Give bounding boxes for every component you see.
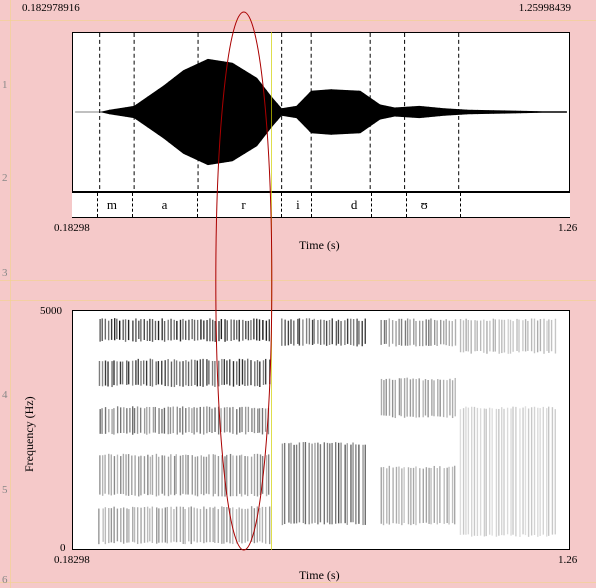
wave-x-end: 1.26 <box>558 222 577 234</box>
spec-x-start: 0.18298 <box>54 554 90 566</box>
spec-y-min: 0 <box>60 542 66 554</box>
phoneme-label: ʊ <box>421 197 428 213</box>
spec-x-title: Time (s) <box>299 568 340 583</box>
phoneme-label: i <box>296 197 300 213</box>
waveform-panel <box>72 32 570 192</box>
phoneme-divider <box>460 193 461 217</box>
spec-y-max: 5000 <box>40 305 62 317</box>
cursor-line <box>271 32 272 550</box>
grid-hline <box>0 300 596 301</box>
waveform-svg <box>73 33 569 191</box>
phoneme-label: d <box>351 197 358 213</box>
side-tick: 3 <box>2 267 8 279</box>
side-tick: 6 <box>2 574 8 586</box>
phoneme-divider <box>97 193 98 217</box>
wave-x-title: Time (s) <box>299 238 340 253</box>
side-tick: 4 <box>2 389 8 401</box>
side-tick: 5 <box>2 484 8 496</box>
time-end-label: 1.25998439 <box>519 2 571 14</box>
phoneme-label: m <box>107 197 117 213</box>
wave-x-start: 0.18298 <box>54 222 90 234</box>
side-tick: 2 <box>2 172 8 184</box>
phoneme-divider <box>406 193 407 217</box>
spectrogram-svg <box>73 311 569 549</box>
grid-hline <box>0 280 596 281</box>
spec-y-title: Frequency (Hz) <box>22 396 37 472</box>
phoneme-divider <box>311 193 312 217</box>
phoneme-row: maridʊ <box>72 192 570 218</box>
phoneme-divider <box>281 193 282 217</box>
grid-vline <box>10 0 11 588</box>
phoneme-divider <box>371 193 372 217</box>
spec-x-end: 1.26 <box>558 554 577 566</box>
phoneme-divider <box>132 193 133 217</box>
side-tick: 1 <box>2 79 8 91</box>
grid-hline <box>0 20 596 21</box>
grid-hline <box>0 582 596 583</box>
phoneme-divider <box>197 193 198 217</box>
time-start-label: 0.182978916 <box>22 2 80 14</box>
phoneme-label: a <box>162 197 168 213</box>
phoneme-label: r <box>241 197 245 213</box>
spectrogram-panel <box>72 310 570 550</box>
